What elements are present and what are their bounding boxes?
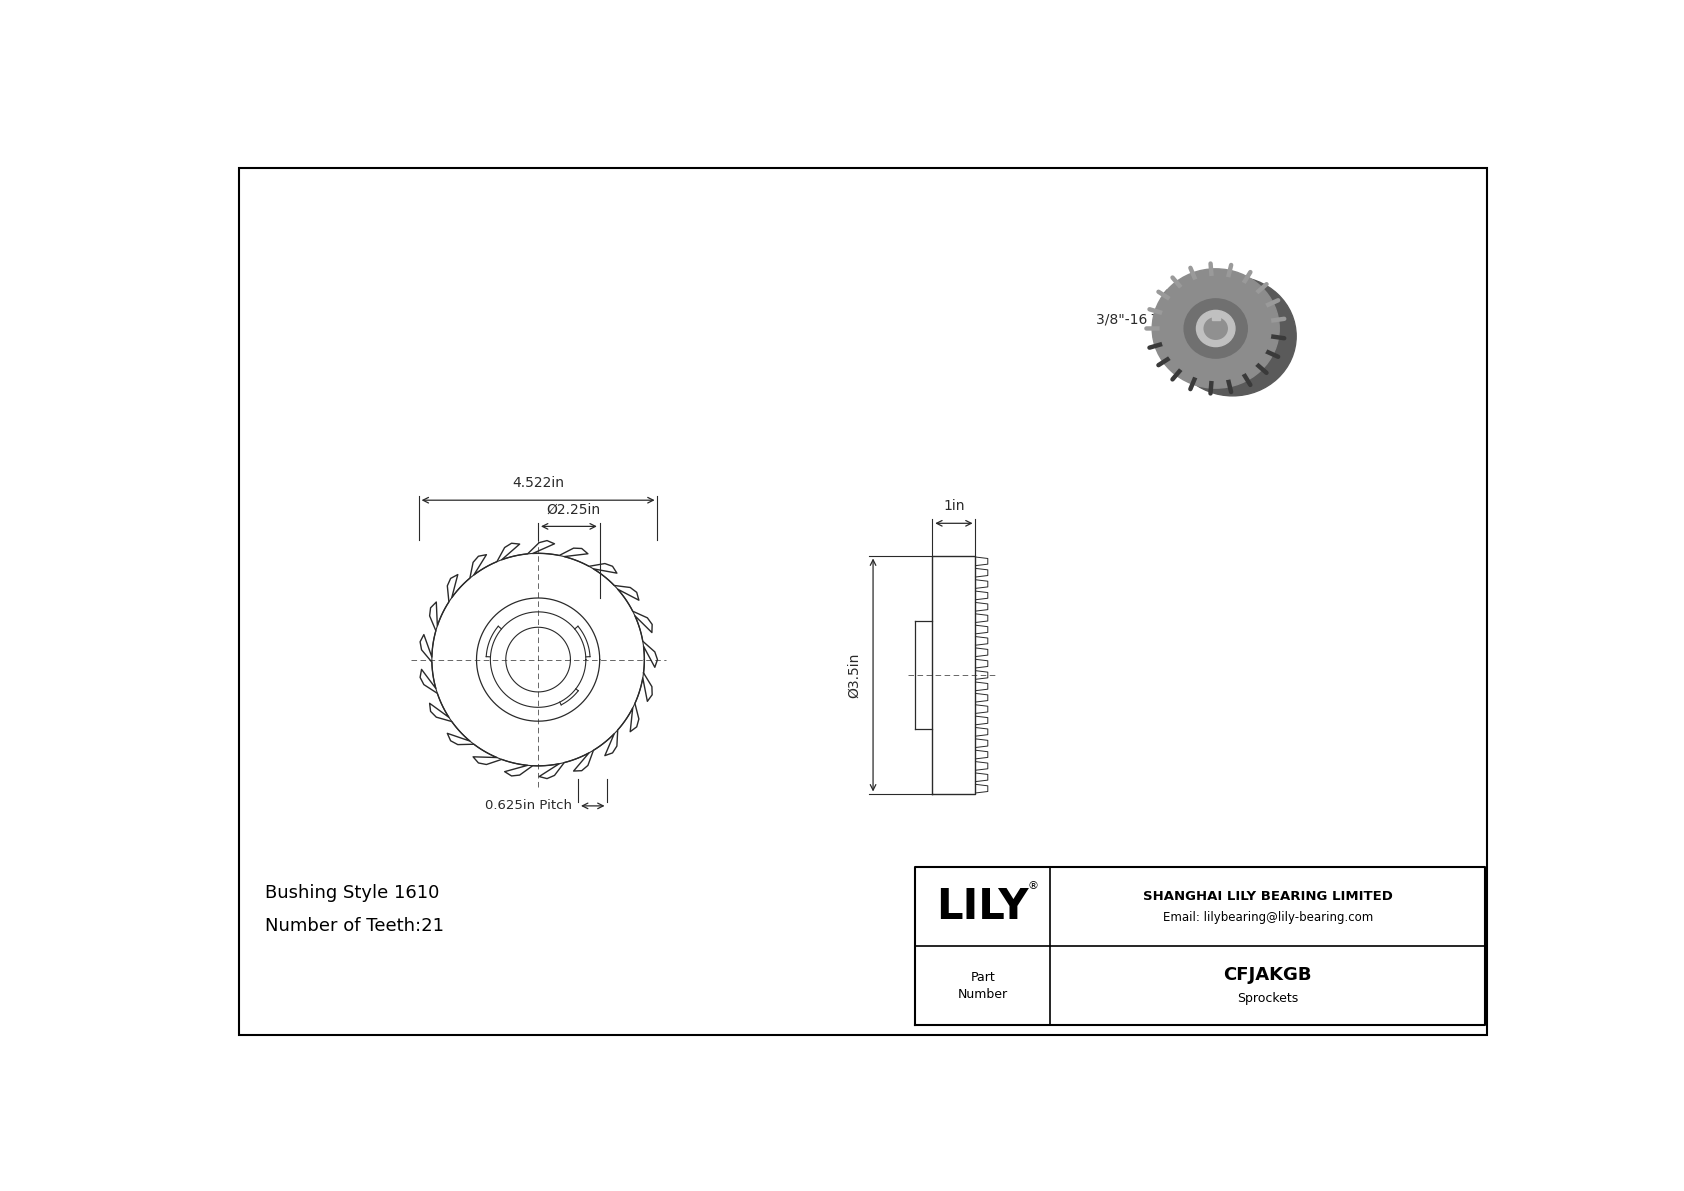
Text: Email: lilybearing@lily-bearing.com: Email: lilybearing@lily-bearing.com: [1162, 911, 1372, 924]
Ellipse shape: [1196, 311, 1234, 347]
Text: LILY: LILY: [936, 886, 1029, 928]
Text: Bushing Style 1610: Bushing Style 1610: [264, 884, 440, 902]
Ellipse shape: [1152, 269, 1280, 388]
Text: Ø2.25in: Ø2.25in: [547, 503, 601, 517]
Text: CFJAKGB: CFJAKGB: [1224, 966, 1312, 984]
Ellipse shape: [1184, 299, 1248, 358]
Text: Number of Teeth:21: Number of Teeth:21: [264, 917, 445, 935]
Ellipse shape: [1169, 276, 1297, 395]
Text: ®: ®: [1027, 881, 1039, 891]
Text: Sprockets: Sprockets: [1238, 992, 1298, 1005]
Text: 1in: 1in: [943, 499, 965, 513]
Ellipse shape: [1204, 318, 1228, 339]
Text: Part
Number: Part Number: [958, 971, 1007, 1000]
Text: Ø3.5in: Ø3.5in: [847, 653, 862, 698]
Text: 4.522in: 4.522in: [512, 476, 564, 491]
Ellipse shape: [1160, 276, 1271, 380]
Text: 3/8"-16 Thread: 3/8"-16 Thread: [1096, 312, 1201, 326]
Text: 0.625in Pitch: 0.625in Pitch: [485, 799, 573, 812]
Text: SHANGHAI LILY BEARING LIMITED: SHANGHAI LILY BEARING LIMITED: [1143, 890, 1393, 903]
FancyBboxPatch shape: [1212, 316, 1219, 320]
